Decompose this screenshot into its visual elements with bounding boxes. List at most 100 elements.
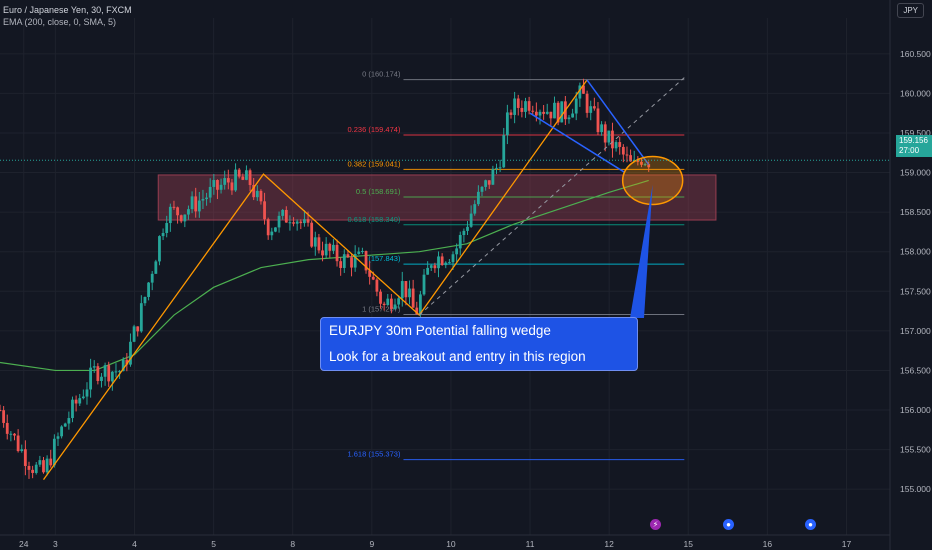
candle-body [553,102,556,119]
candle-body [194,196,198,212]
y-tick-label: 157.000 [900,326,931,336]
candle-body [129,341,132,365]
candle-body [484,180,488,187]
candle-body [205,197,208,200]
candle-body [531,110,535,112]
x-tick-label: 12 [604,539,614,549]
candle-body [161,233,165,237]
candle-body [255,190,259,198]
candle-body [534,111,538,116]
fib-label-1.618: 1.618 (155.373) [347,450,400,459]
y-tick-label: 156.000 [900,405,931,415]
candle-body [201,199,205,201]
candle-body [415,307,419,315]
annotation-callout[interactable]: EURJPY 30m Potential falling wedge Look … [320,317,638,371]
candle-body [96,366,100,381]
y-tick-label: 158.500 [900,207,931,217]
indicator-legend[interactable]: EMA (200, close, 0, SMA, 5) [3,17,117,27]
candle-body [600,124,603,133]
candle-body [172,206,176,208]
fib-label-0.786: (157.843) [368,254,401,263]
candle-body [165,223,169,234]
candle-body [342,254,346,268]
candle-body [303,219,306,224]
candle-body [92,366,96,368]
candle-body [607,130,611,143]
candle-body [0,410,2,412]
x-tick-label: 8 [290,539,295,549]
candle-body [292,222,295,224]
candle-body [480,186,484,192]
candle-body [103,365,107,377]
candle-body [618,142,622,147]
candle-body [611,130,614,149]
candle-body [237,169,241,177]
flag-icon[interactable]: ● [723,519,734,530]
candle-body [560,101,564,123]
candle-body [263,201,266,220]
candles [0,78,651,479]
candle-body [310,222,314,247]
candle-body [495,167,498,169]
x-tick-label: 11 [526,539,535,549]
x-tick-label: 4 [132,539,137,549]
candle-body [382,303,386,306]
candle-body [520,107,524,112]
candle-body [13,433,16,436]
candle-body [455,248,459,255]
y-tick-label: 156.500 [900,365,931,375]
candle-body [139,303,143,332]
wedge-lower-line [529,112,626,174]
candle-body [462,230,466,236]
flag-icon[interactable]: ● [805,519,816,530]
candle-body [418,294,422,315]
candle-body [542,111,546,114]
candle-body [335,244,339,262]
candle-body [34,464,38,473]
candle-body [386,298,390,306]
candle-body [571,113,575,118]
candle-body [458,235,462,249]
x-tick-label: 17 [842,539,852,549]
lightning-icon[interactable]: ⚡ [650,519,661,530]
candle-body [596,108,600,133]
grid [0,18,890,535]
candle-body [592,106,596,109]
candle-body [89,367,93,390]
candle-body [252,185,256,198]
candle-body [219,184,223,190]
candle-body [353,254,357,268]
candle-body [444,262,448,266]
candle-body [150,273,154,283]
candle-body [498,167,502,169]
candle-body [476,191,480,205]
candle-body [190,196,194,210]
candle-body [85,389,89,397]
y-tick-label: 159.500 [900,128,931,138]
y-tick-label: 160.500 [900,49,931,59]
candle-body [114,371,118,373]
candle-body [67,418,71,424]
candle-body [60,426,64,437]
candle-body [321,250,324,256]
candle-body [574,98,578,114]
symbol-title[interactable]: Euro / Japanese Yen, 30, FXCM [3,5,132,15]
price-axis[interactable]: 160.500 160.000 159.500 159.000 158.500 158.0… [889,0,931,550]
fib-label-0.236: 0.236 (159.474) [347,125,400,134]
time-axis[interactable]: 24 3 4 5 8 9 10 11 12 15 16 17 [0,534,890,549]
candle-body [121,359,125,372]
bar-countdown: 27:00 [899,146,920,155]
candle-body [270,231,274,236]
candle-body [509,112,513,115]
currency-button[interactable]: JPY [897,3,924,18]
candle-body [324,243,328,256]
candle-body [422,274,426,295]
zigzag-line [42,79,588,481]
candle-body [9,433,13,435]
candle-body [524,101,527,112]
x-tick-label: 9 [369,539,374,549]
candle-body [71,399,74,419]
candle-body [74,399,78,404]
candle-body [317,237,321,251]
